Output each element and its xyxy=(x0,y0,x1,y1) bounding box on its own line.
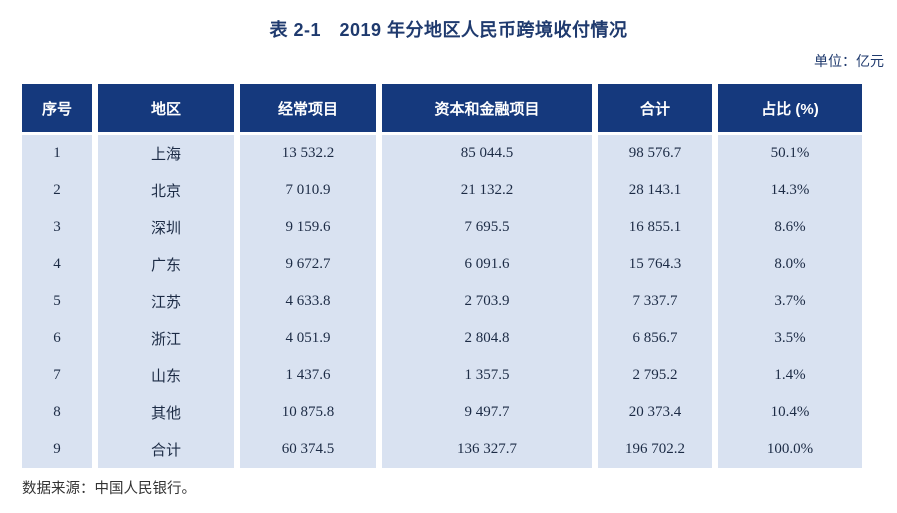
table-cell: 北京 xyxy=(98,172,234,209)
table-cell: 15 764.3 xyxy=(598,246,712,283)
table-cell: 2 703.9 xyxy=(382,283,592,320)
table-cell: 50.1% xyxy=(718,135,862,172)
table-cell: 上海 xyxy=(98,135,234,172)
table-cell: 江苏 xyxy=(98,283,234,320)
table-cell: 85 044.5 xyxy=(382,135,592,172)
table-cell: 6 856.7 xyxy=(598,320,712,357)
data-table: 序号 地区 经常项目 资本和金融项目 合计 占比 (%) 1 上海 13 532.2 85 04… xyxy=(16,84,868,468)
table-cell: 3.5% xyxy=(718,320,862,357)
table-cell: 3.7% xyxy=(718,283,862,320)
table-title: 表 2-1 2019 年分地区人民币跨境收付情况 xyxy=(269,20,628,40)
table-cell: 21 132.2 xyxy=(382,172,592,209)
table-row: 4 广东 9 672.7 6 091.6 15 764.3 8.0% xyxy=(22,246,862,283)
table-cell: 6 091.6 xyxy=(382,246,592,283)
table-cell: 7 010.9 xyxy=(240,172,376,209)
table-cell: 10.4% xyxy=(718,394,862,431)
table-cell: 7 337.7 xyxy=(598,283,712,320)
table-cell: 3 xyxy=(22,209,92,246)
table-cell: 10 875.8 xyxy=(240,394,376,431)
table-cell: 100.0% xyxy=(718,431,862,468)
table-cell: 6 xyxy=(22,320,92,357)
table-cell: 7 695.5 xyxy=(382,209,592,246)
table-cell: 1 357.5 xyxy=(382,357,592,394)
column-header: 资本和金融项目 xyxy=(382,84,592,135)
table-cell: 2 804.8 xyxy=(382,320,592,357)
table-cell: 196 702.2 xyxy=(598,431,712,468)
table-cell: 山东 xyxy=(98,357,234,394)
column-header: 地区 xyxy=(98,84,234,135)
table-cell: 16 855.1 xyxy=(598,209,712,246)
table-row: 6 浙江 4 051.9 2 804.8 6 856.7 3.5% xyxy=(22,320,862,357)
table-cell: 深圳 xyxy=(98,209,234,246)
unit-label: 单位：亿元 xyxy=(814,53,884,69)
table-row: 3 深圳 9 159.6 7 695.5 16 855.1 8.6% xyxy=(22,209,862,246)
column-header: 占比 (%) xyxy=(718,84,862,135)
table-cell: 8.6% xyxy=(718,209,862,246)
column-header: 序号 xyxy=(22,84,92,135)
table-cell: 9 xyxy=(22,431,92,468)
table-cell: 20 373.4 xyxy=(598,394,712,431)
table-cell: 5 xyxy=(22,283,92,320)
table-cell: 浙江 xyxy=(98,320,234,357)
table-cell: 13 532.2 xyxy=(240,135,376,172)
table-row: 5 江苏 4 633.8 2 703.9 7 337.7 3.7% xyxy=(22,283,862,320)
table-cell: 60 374.5 xyxy=(240,431,376,468)
table-cell: 合计 xyxy=(98,431,234,468)
table-cell: 9 159.6 xyxy=(240,209,376,246)
table-row: 7 山东 1 437.6 1 357.5 2 795.2 1.4% xyxy=(22,357,862,394)
table-row: 9 合计 60 374.5 136 327.7 196 702.2 100.0% xyxy=(22,431,862,468)
table-cell: 2 xyxy=(22,172,92,209)
table-row: 2 北京 7 010.9 21 132.2 28 143.1 14.3% xyxy=(22,172,862,209)
table-cell: 8 xyxy=(22,394,92,431)
table-cell: 2 795.2 xyxy=(598,357,712,394)
table-cell: 7 xyxy=(22,357,92,394)
table-cell: 4 633.8 xyxy=(240,283,376,320)
header-row: 序号 地区 经常项目 资本和金融项目 合计 占比 (%) xyxy=(22,84,862,135)
table-row: 1 上海 13 532.2 85 044.5 98 576.7 50.1% xyxy=(22,135,862,172)
table-body: 1 上海 13 532.2 85 044.5 98 576.7 50.1% 2 北京 7 010… xyxy=(22,135,862,468)
table-cell: 9 672.7 xyxy=(240,246,376,283)
table-cell: 其他 xyxy=(98,394,234,431)
table-cell: 4 xyxy=(22,246,92,283)
table-cell: 1 xyxy=(22,135,92,172)
table-cell: 9 497.7 xyxy=(382,394,592,431)
table-cell: 98 576.7 xyxy=(598,135,712,172)
table-header: 序号 地区 经常项目 资本和金融项目 合计 占比 (%) xyxy=(22,84,862,135)
column-header: 经常项目 xyxy=(240,84,376,135)
column-header: 合计 xyxy=(598,84,712,135)
source-note: 数据来源：中国人民银行。 xyxy=(22,481,196,497)
table-cell: 28 143.1 xyxy=(598,172,712,209)
table-cell: 136 327.7 xyxy=(382,431,592,468)
table-row: 8 其他 10 875.8 9 497.7 20 373.4 10.4% xyxy=(22,394,862,431)
table-cell: 1 437.6 xyxy=(240,357,376,394)
table-cell: 14.3% xyxy=(718,172,862,209)
table-cell: 4 051.9 xyxy=(240,320,376,357)
table-cell: 1.4% xyxy=(718,357,862,394)
table-cell: 广东 xyxy=(98,246,234,283)
table-cell: 8.0% xyxy=(718,246,862,283)
